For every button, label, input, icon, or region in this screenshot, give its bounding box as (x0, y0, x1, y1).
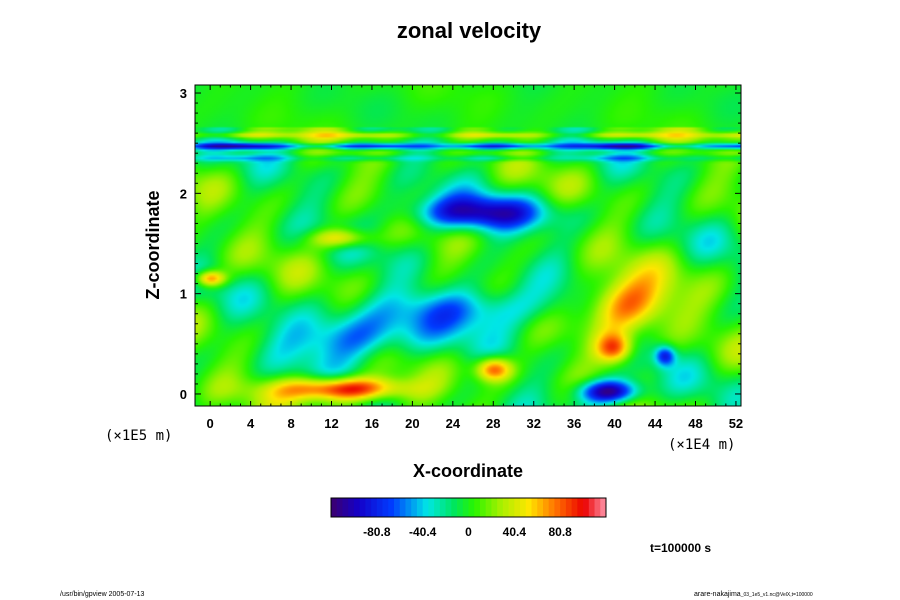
colorbar-swatch (548, 498, 555, 517)
colorbar-swatch (348, 498, 355, 517)
colorbar-swatch (411, 498, 418, 517)
colorbar-swatch (405, 498, 412, 517)
time-label: t=100000 s (650, 541, 711, 555)
colorbar-swatch (594, 498, 601, 517)
colorbar-swatch (525, 498, 532, 517)
y-unit-label: (×1E5 m) (105, 428, 172, 444)
colorbar-swatch (416, 498, 424, 517)
colorbar-tick-label: 40.4 (503, 525, 527, 539)
colorbar-swatch (560, 498, 567, 517)
colorbar-swatch (428, 498, 435, 517)
colorbar-swatch (531, 498, 538, 517)
colorbar-swatch (514, 498, 521, 517)
colorbar-swatch (508, 498, 515, 517)
plot-area (194, 84, 742, 407)
colorbar-swatch (365, 498, 372, 517)
colorbar-swatch (331, 498, 338, 517)
colorbar: -80.8 -40.4 0 40.4 80.8 (330, 497, 607, 539)
x-tick-label: 44 (648, 416, 663, 431)
colorbar-swatch (497, 498, 504, 517)
colorbar-frame (330, 497, 607, 518)
y-axis-label: Z-coordinate (143, 190, 163, 299)
colorbar-swatch (462, 498, 469, 517)
colorbar-tick-label: -40.4 (409, 525, 437, 539)
x-tick-label: 8 (287, 416, 294, 431)
chart-title: zonal velocity (397, 18, 542, 43)
x-tick-label: 28 (486, 416, 500, 431)
y-tick-label: 1 (180, 287, 187, 302)
footer-right-small: _03_1e5_v1.nc@VelX,t=100000 (740, 592, 813, 598)
colorbar-swatch (445, 498, 452, 517)
x-tick-label: 16 (365, 416, 379, 431)
x-tick-label: 40 (607, 416, 621, 431)
y-tick-label: 0 (180, 387, 187, 402)
colorbar-swatch (479, 498, 487, 517)
colorbar-swatch (571, 498, 578, 517)
colorbar-swatch (474, 498, 481, 517)
x-axis: 0 4 8 12 16 20 24 28 32 36 40 44 48 52 (207, 85, 743, 431)
colorbar-swatch (388, 498, 395, 517)
x-tick-label: 48 (688, 416, 702, 431)
colorbar-swatch (542, 498, 550, 517)
colorbar-swatch (600, 498, 607, 517)
y-tick-label: 2 (180, 186, 187, 201)
colorbar-swatch (565, 498, 573, 517)
x-axis-label: X-coordinate (413, 461, 523, 481)
x-tick-label: 24 (446, 416, 461, 431)
colorbar-swatch (371, 498, 378, 517)
colorbar-swatch (382, 498, 389, 517)
colorbar-swatch (342, 498, 349, 517)
colorbar-swatch (491, 498, 498, 517)
colorbar-swatch (588, 498, 595, 517)
plot-frame (194, 84, 742, 407)
colorbar-tick-label: 80.8 (548, 525, 572, 539)
colorbar-swatch (434, 498, 441, 517)
x-unit-label: (×1E4 m) (668, 437, 735, 453)
y-tick-label: 3 (180, 86, 187, 101)
colorbar-swatch (502, 498, 510, 517)
x-tick-label: 0 (207, 416, 214, 431)
colorbar-swatch (537, 498, 544, 517)
x-tick-label: 52 (729, 416, 743, 431)
colorbar-swatch (457, 498, 464, 517)
colorbar-swatch (451, 498, 458, 517)
colorbar-swatch (520, 498, 527, 517)
colorbar-swatch (422, 498, 429, 517)
colorbar-swatch (376, 498, 383, 517)
colorbar-swatch (394, 498, 401, 517)
x-tick-label: 4 (247, 416, 255, 431)
colorbar-swatch (485, 498, 492, 517)
footer-right: arare-nakajima_03_1e5_v1.nc@VelX,t=10000… (694, 591, 813, 598)
colorbar-swatch (359, 498, 366, 517)
x-tick-label: 12 (324, 416, 338, 431)
footer-right-main: arare-nakajima (694, 591, 741, 598)
footer-left: /usr/bin/gpview 2005-07-13 (60, 591, 145, 598)
x-tick-label: 32 (526, 416, 540, 431)
colorbar-swatch (554, 498, 561, 517)
colorbar-tick-label: 0 (465, 525, 472, 539)
colorbar-swatch (399, 498, 406, 517)
y-axis: 0 1 2 3 (180, 86, 741, 402)
colorbar-swatch (468, 498, 475, 517)
colorbar-swatch (336, 498, 343, 517)
colorbar-swatch (577, 498, 584, 517)
colorbar-tick-label: -80.8 (363, 525, 391, 539)
x-tick-label: 36 (567, 416, 581, 431)
colorbar-ticks: -80.8 -40.4 0 40.4 80.8 (363, 525, 572, 539)
colorbar-swatch (583, 498, 590, 517)
colorbar-swatch (353, 498, 361, 517)
x-tick-label: 20 (405, 416, 419, 431)
heatmap-field (195, 85, 741, 406)
colorbar-swatches (331, 498, 607, 517)
colorbar-swatch (439, 498, 446, 517)
